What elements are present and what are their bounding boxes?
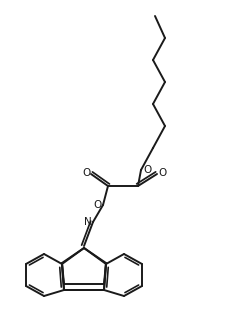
Text: N: N: [84, 217, 92, 227]
Text: O: O: [143, 165, 151, 175]
Text: O: O: [82, 168, 90, 178]
Text: O: O: [93, 200, 101, 210]
Text: O: O: [158, 168, 166, 178]
